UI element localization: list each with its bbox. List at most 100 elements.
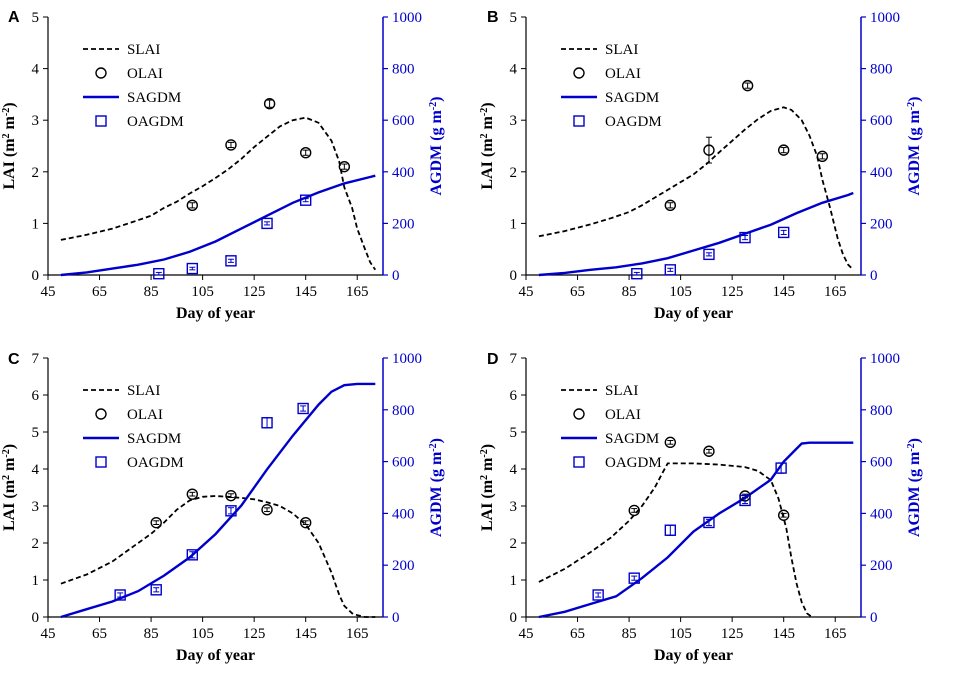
y-left-tick-label: 3 bbox=[32, 113, 40, 129]
legend-label: OAGDM bbox=[605, 455, 662, 471]
superscript: 2 bbox=[479, 133, 490, 138]
y-left-tick-label: 7 bbox=[32, 351, 40, 367]
x-tick-label: 85 bbox=[144, 626, 159, 642]
panel-label: C bbox=[8, 351, 20, 368]
y-left-tick-label: 6 bbox=[510, 388, 518, 404]
series-slai-line bbox=[60, 116, 377, 271]
legend-label: OLAI bbox=[127, 66, 163, 82]
legend-label: SLAI bbox=[127, 383, 160, 399]
y-left-axis-title: LAI (m2 m-2) bbox=[1, 444, 19, 531]
y-left-axis-title: LAI (m2 m-2) bbox=[1, 102, 19, 189]
point-olai bbox=[186, 488, 199, 500]
label-part: LAI (m bbox=[479, 479, 496, 531]
x-tick-label: 45 bbox=[41, 284, 56, 300]
point-olai bbox=[816, 150, 829, 163]
point-olai bbox=[263, 97, 276, 110]
label-part: m bbox=[1, 457, 18, 475]
label-part: ) bbox=[906, 97, 923, 102]
x-tick-label: 45 bbox=[519, 284, 534, 300]
legend-label: OLAI bbox=[127, 407, 163, 423]
point-oagdm bbox=[153, 268, 165, 280]
superscript: 2 bbox=[1, 475, 12, 480]
point-olai bbox=[150, 516, 162, 529]
point-olai bbox=[225, 489, 237, 502]
point-olai bbox=[186, 199, 199, 212]
y-right-tick-label: 1000 bbox=[870, 10, 900, 26]
x-tick-label: 125 bbox=[721, 626, 744, 642]
label-part: AGDM (g m bbox=[906, 451, 923, 537]
label-part: m bbox=[479, 115, 496, 133]
label-part: ) bbox=[1, 444, 18, 449]
y-right-tick-label: 1000 bbox=[870, 351, 900, 367]
y-left-tick-label: 5 bbox=[510, 10, 518, 26]
y-left-tick-label: 1 bbox=[32, 573, 40, 589]
superscript: 2 bbox=[479, 475, 490, 480]
point-olai bbox=[703, 144, 715, 156]
point-olai bbox=[299, 147, 312, 159]
x-tick-label: 165 bbox=[824, 626, 847, 642]
y-left-tick-label: 7 bbox=[510, 351, 518, 367]
x-tick-label: 65 bbox=[570, 626, 585, 642]
point-olai bbox=[299, 516, 312, 529]
y-right-tick-label: 0 bbox=[870, 268, 878, 284]
point-olai bbox=[664, 436, 677, 449]
legend: SLAI OLAI SAGDM OAGDM bbox=[83, 42, 184, 130]
x-tick-label: 125 bbox=[721, 284, 744, 300]
series-slai-line bbox=[538, 462, 813, 618]
y-left-tick-label: 4 bbox=[32, 62, 40, 78]
point-oagdm bbox=[114, 589, 126, 601]
legend-label: SAGDM bbox=[127, 431, 181, 447]
point-oagdm bbox=[775, 462, 787, 474]
y-left-tick-label: 2 bbox=[32, 165, 40, 181]
legend: SLAI OLAI SAGDM OAGDM bbox=[561, 42, 662, 130]
y-left-tick-label: 4 bbox=[510, 462, 518, 478]
point-oagdm bbox=[150, 584, 162, 596]
x-tick-label: 45 bbox=[519, 626, 534, 642]
series-sagdm-line bbox=[538, 441, 854, 619]
y-left-tick-label: 4 bbox=[510, 62, 518, 78]
point-olai bbox=[741, 79, 754, 92]
point-oagdm bbox=[777, 226, 790, 239]
panel-a: A45 65 85 105 125 145 165012345020040060080010… bbox=[1, 9, 446, 322]
series-slai-line bbox=[538, 106, 854, 271]
legend-olai-swatch bbox=[573, 67, 585, 79]
y-left-tick-label: 2 bbox=[32, 536, 40, 552]
y-left-tick-label: 1 bbox=[510, 573, 518, 589]
x-tick-label: 105 bbox=[191, 626, 214, 642]
series-sagdm-line bbox=[60, 382, 376, 619]
legend-label: OAGDM bbox=[127, 455, 184, 471]
point-oagdm bbox=[186, 549, 199, 561]
panel-label: B bbox=[487, 9, 499, 26]
y-left-tick-label: 1 bbox=[32, 216, 40, 232]
y-left-tick-label: 5 bbox=[32, 10, 40, 26]
x-axis-title: Day of year bbox=[176, 647, 255, 664]
legend-label: SLAI bbox=[605, 42, 638, 58]
legend-label: SAGDM bbox=[605, 431, 659, 447]
point-oagdm bbox=[297, 402, 309, 415]
x-tick-label: 125 bbox=[243, 284, 266, 300]
point-oagdm bbox=[261, 417, 273, 429]
x-axis-title: Day of year bbox=[654, 647, 733, 664]
label-part: ) bbox=[1, 102, 18, 107]
y-right-tick-label: 1000 bbox=[392, 10, 422, 26]
y-right-tick-label: 200 bbox=[392, 558, 415, 574]
superscript: -2 bbox=[906, 443, 917, 451]
superscript: -2 bbox=[906, 102, 917, 110]
point-olai bbox=[664, 199, 677, 212]
y-right-tick-label: 800 bbox=[392, 403, 415, 419]
point-oagdm bbox=[703, 248, 715, 261]
x-tick-label: 85 bbox=[622, 626, 637, 642]
point-oagdm bbox=[664, 264, 677, 276]
y-left-tick-label: 6 bbox=[32, 388, 40, 404]
x-tick-label: 145 bbox=[294, 284, 317, 300]
series-sagdm-line bbox=[60, 174, 376, 277]
x-tick-label: 65 bbox=[92, 284, 107, 300]
y-right-tick-label: 200 bbox=[870, 558, 893, 574]
label-part: LAI (m bbox=[1, 138, 18, 190]
y-left-axis-title: LAI (m2 m-2) bbox=[479, 444, 497, 531]
y-left-tick-label: 0 bbox=[510, 268, 518, 284]
legend-oagdm-swatch bbox=[573, 456, 585, 468]
y-right-axis-title: AGDM (g m-2) bbox=[906, 97, 924, 196]
superscript: -2 bbox=[428, 443, 439, 451]
